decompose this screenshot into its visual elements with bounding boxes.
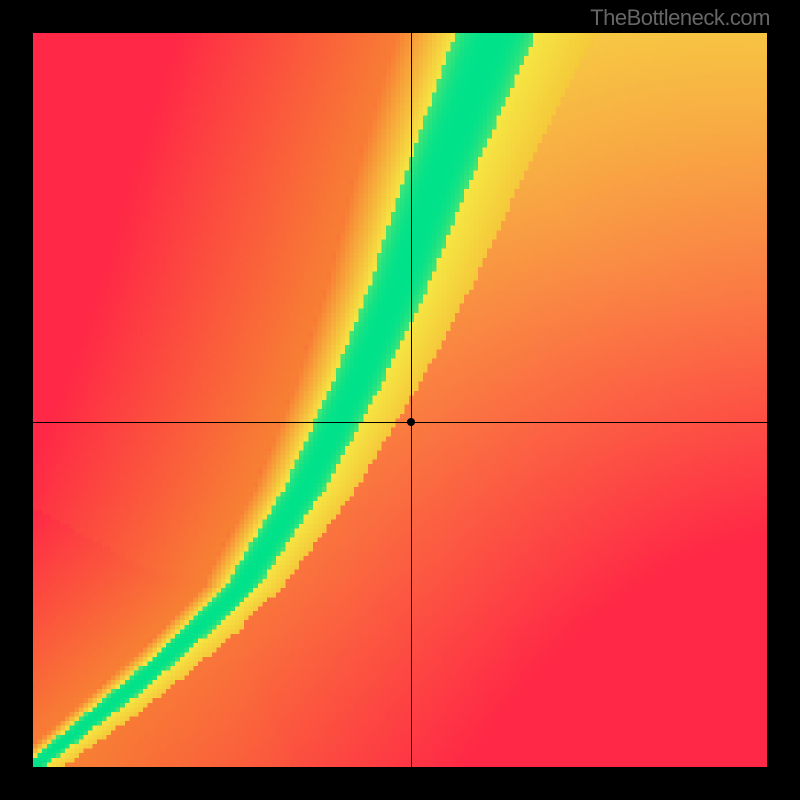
heatmap-plot xyxy=(33,33,767,767)
heatmap-canvas xyxy=(33,33,767,767)
crosshair-horizontal xyxy=(33,422,767,423)
watermark-text: TheBottleneck.com xyxy=(590,5,770,31)
crosshair-vertical xyxy=(411,33,412,767)
crosshair-marker xyxy=(407,418,415,426)
chart-container: TheBottleneck.com xyxy=(0,0,800,800)
